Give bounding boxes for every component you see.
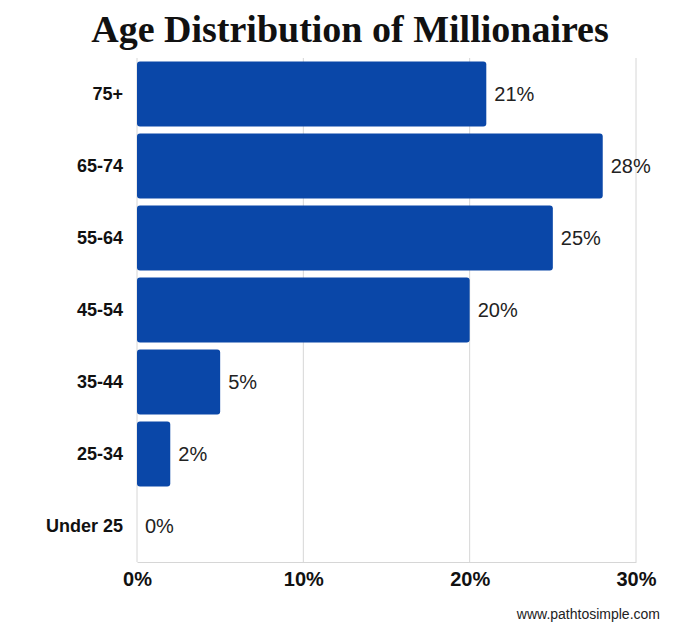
tick-label: 35-44 [77, 372, 123, 392]
source: www.pathtosimple.com [516, 606, 660, 622]
tick-label: 25-34 [77, 444, 123, 464]
grid-line [636, 58, 637, 562]
y-axis: 75+ 65-74 55-64 45-54 35-44 25-34 Under 25 [46, 84, 137, 536]
bar [137, 206, 553, 271]
bar [137, 422, 170, 487]
data-label: 2% [178, 443, 207, 465]
data-labels: 21% 28% 25% 20% 5% 2% 0% [145, 83, 651, 537]
data-label: 20% [478, 299, 518, 321]
tick-label: 0% [123, 568, 152, 590]
tick-label: 30% [616, 568, 656, 590]
tick-label: 20% [450, 568, 490, 590]
chart: Age Distribution of Millionaires 21% 28% 25… [0, 0, 700, 626]
tick: 10% [284, 562, 324, 590]
tick-label: Under 25 [46, 516, 123, 536]
tick: 75+ [92, 84, 137, 104]
tick: 20% [450, 562, 490, 590]
tick-label: 75+ [92, 84, 123, 104]
tick-label: 65-74 [77, 156, 123, 176]
tick: 0% [123, 562, 152, 590]
tick: 25-34 [77, 444, 137, 464]
tick: 30% [616, 562, 656, 590]
bars [137, 62, 603, 487]
tick: 55-64 [77, 228, 137, 248]
bar [137, 62, 486, 127]
data-label: 0% [145, 515, 174, 537]
bar [137, 350, 220, 415]
title: Age Distribution of Millionaires [91, 8, 609, 50]
axis-line [138, 562, 637, 563]
tick-label: 10% [284, 568, 324, 590]
tick: 65-74 [77, 156, 137, 176]
tick: 45-54 [77, 300, 137, 320]
data-label: 5% [228, 371, 257, 393]
data-label: 21% [494, 83, 534, 105]
tick: 35-44 [77, 372, 137, 392]
tick-label: 45-54 [77, 300, 123, 320]
bar [137, 134, 603, 199]
tick-label: 55-64 [77, 228, 123, 248]
grid [137, 58, 636, 562]
bar [137, 278, 470, 343]
x-axis: 0% 10% 20% 30% [123, 562, 657, 590]
data-label: 28% [611, 155, 651, 177]
tick: Under 25 [46, 516, 137, 536]
data-label: 25% [561, 227, 601, 249]
bar [137, 494, 138, 559]
